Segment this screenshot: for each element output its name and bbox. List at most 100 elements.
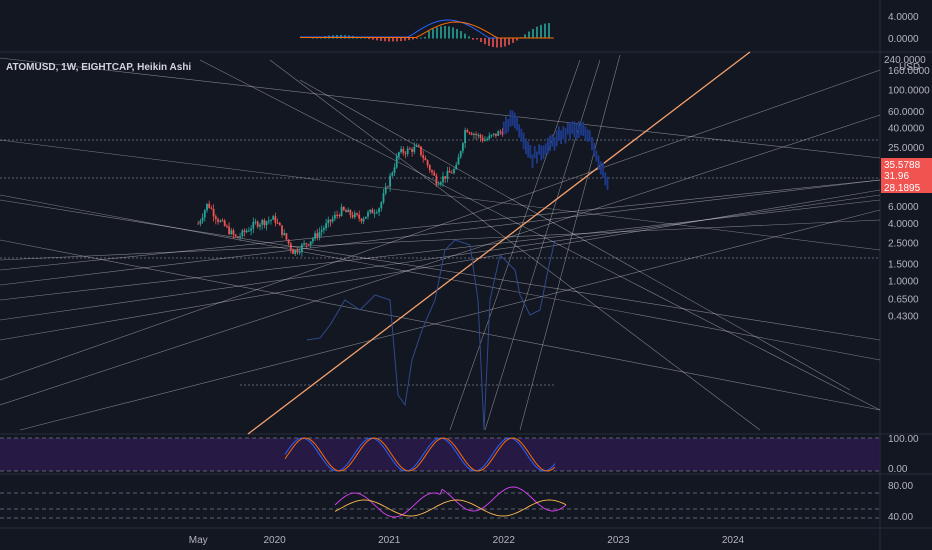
macd-histogram-bar [500, 38, 502, 48]
candle-body [455, 164, 458, 170]
time-axis-label: 2023 [607, 535, 630, 546]
projection-bar [588, 130, 591, 142]
projection-bar [560, 130, 562, 145]
candle-body [462, 143, 464, 152]
macd-histogram-bar [448, 26, 450, 39]
price-tag-1: 35.5788 [884, 160, 921, 171]
trend-line [0, 194, 881, 321]
macd-histogram-bar [376, 38, 378, 41]
projection-bar [551, 134, 554, 147]
candle-body [197, 223, 200, 225]
price-tick-label: 6.0000 [888, 202, 919, 213]
trend-line [0, 179, 881, 286]
candle-body [389, 175, 391, 187]
blue-oscillator-path [306, 239, 556, 431]
candle-body [301, 244, 303, 252]
candle-body [278, 222, 281, 226]
candle-body [270, 219, 272, 221]
candle-body [384, 186, 387, 194]
candle-body [261, 220, 264, 225]
osc-tick-2: 40.00 [888, 512, 913, 523]
candle-body [380, 202, 383, 209]
candle-body [309, 241, 312, 245]
macd-histogram-bar [432, 28, 434, 39]
trend-line [0, 57, 881, 159]
candle-body [239, 236, 241, 238]
projection-bar [540, 145, 543, 161]
candle-body [488, 135, 491, 139]
projection-bar [505, 116, 507, 134]
candle-body [364, 216, 367, 219]
candle-body [228, 226, 230, 234]
candle-body [468, 132, 471, 134]
projection-bar [553, 137, 556, 151]
candle-body [437, 184, 440, 186]
candle-body [314, 233, 316, 239]
candle-body [201, 217, 204, 221]
candle-body [391, 172, 394, 176]
projection-bar [558, 126, 560, 141]
macd-histogram-bar [480, 38, 482, 43]
price-tag-2: 31.96 [884, 171, 909, 182]
projection-bar [584, 126, 587, 140]
projection-bars [502, 110, 609, 190]
macd-histogram-bar [468, 36, 470, 39]
symbol-title: ATOMUSD, 1W, EIGHTCAP, Heikin Ashi [6, 62, 191, 73]
candle-body [298, 251, 301, 253]
candle-body [413, 146, 416, 152]
projection-bar [511, 110, 514, 126]
candle-body [254, 221, 257, 223]
rsi-tick-1: 100.00 [888, 434, 919, 445]
candle-body [241, 230, 244, 237]
macd-signal-line [300, 21, 554, 39]
candle-body [371, 209, 374, 214]
price-tick-label: 100.0000 [888, 86, 930, 97]
price-tick-label: 160.0000 [888, 66, 930, 77]
candle-body [473, 134, 475, 135]
price-axis-unit: USD [899, 62, 920, 73]
macd-histogram-bar [504, 38, 506, 47]
trend-line [0, 199, 881, 301]
projection-bar [597, 155, 600, 170]
trend-line [0, 199, 881, 341]
time-axis-label: 2022 [493, 535, 516, 546]
candle-body [214, 216, 217, 220]
projection-bar [525, 138, 527, 154]
candle-body [369, 209, 372, 213]
projection-bar [602, 162, 604, 178]
candle-body [475, 134, 477, 135]
candle-body [486, 138, 488, 141]
candle-body [342, 206, 345, 211]
macd-histogram-bar [524, 34, 526, 39]
macd-histogram-bar [456, 28, 458, 39]
projection-bar [562, 126, 565, 140]
candle-body [457, 157, 460, 165]
projection-bar [577, 121, 580, 138]
projection-bar [547, 137, 549, 154]
macd-tick-2: 0.0000 [888, 34, 919, 45]
candle-body [435, 175, 438, 185]
projection-bar [522, 132, 525, 150]
macd-histogram-bar [404, 38, 406, 41]
projection-bar [566, 123, 569, 135]
macd-histogram-bar [516, 38, 518, 41]
projection-bar [516, 116, 518, 131]
projection-bar [586, 129, 589, 142]
candle-body [263, 220, 266, 226]
candle-body [283, 233, 286, 235]
projection-bar [593, 142, 596, 157]
candle-body [320, 229, 323, 232]
macd-histogram-bar [408, 38, 410, 41]
candle-body [398, 152, 400, 157]
projection-bar [529, 145, 532, 159]
candle-body [433, 172, 436, 176]
candle-body [349, 210, 352, 216]
projection-bar [502, 121, 505, 135]
candle-body [208, 203, 211, 208]
trendlines[interactable] [0, 51, 881, 435]
macd-histogram-bar [388, 38, 390, 42]
candle-body [375, 212, 378, 214]
candle-body [285, 233, 288, 240]
macd-histogram-bar [452, 27, 454, 39]
